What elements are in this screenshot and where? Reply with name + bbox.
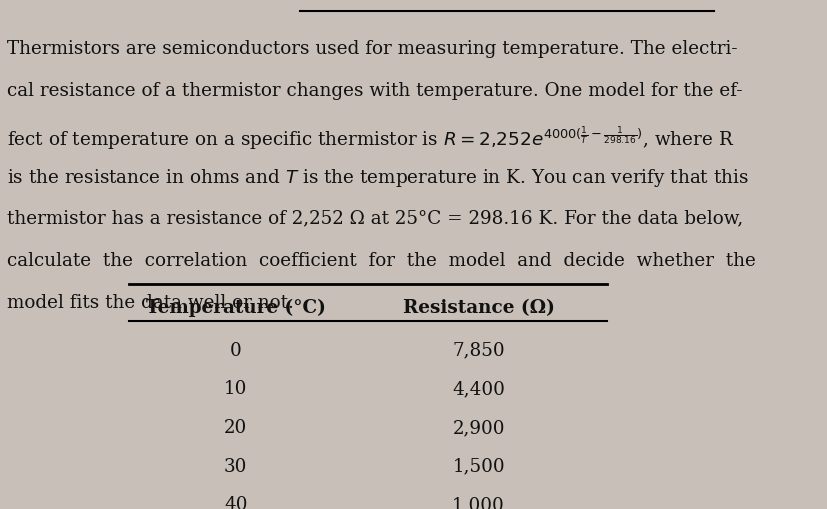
Text: Resistance (Ω): Resistance (Ω)	[402, 299, 554, 317]
Text: 0: 0	[230, 341, 241, 359]
Text: thermistor has a resistance of 2,252 Ω at 25°C = 298.16 K. For the data below,: thermistor has a resistance of 2,252 Ω a…	[7, 209, 743, 227]
Text: Temperature (°C): Temperature (°C)	[146, 299, 325, 317]
Text: 10: 10	[224, 380, 247, 398]
Text: 1,500: 1,500	[452, 457, 504, 474]
Text: fect of temperature on a specific thermistor is $R = 2{,}252e^{4000(\frac{1}{T}-: fect of temperature on a specific thermi…	[7, 125, 734, 153]
Text: 20: 20	[224, 418, 247, 436]
Text: calculate  the  correlation  coefficient  for  the  model  and  decide  whether : calculate the correlation coefficient fo…	[7, 251, 755, 270]
Text: is the resistance in ohms and $T$ is the temperature in K. You can verify that t: is the resistance in ohms and $T$ is the…	[7, 167, 748, 189]
Text: 30: 30	[224, 457, 247, 474]
Text: 7,850: 7,850	[452, 341, 504, 359]
Text: 1,000: 1,000	[452, 495, 504, 509]
Text: model fits the data well or not.: model fits the data well or not.	[7, 294, 294, 312]
Text: 2,900: 2,900	[452, 418, 504, 436]
Text: Thermistors are semiconductors used for measuring temperature. The electri-: Thermistors are semiconductors used for …	[7, 40, 737, 58]
Text: 4,400: 4,400	[452, 380, 504, 398]
Text: cal resistance of a thermistor changes with temperature. One model for the ef-: cal resistance of a thermistor changes w…	[7, 82, 742, 100]
Text: 40: 40	[224, 495, 247, 509]
